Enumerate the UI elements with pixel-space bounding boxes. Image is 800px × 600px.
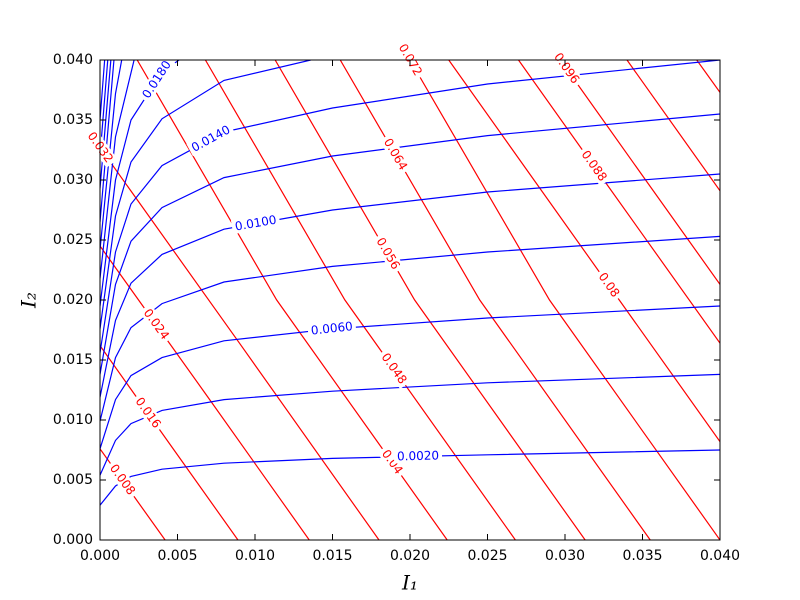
contour-line <box>448 60 720 442</box>
axes-frame <box>99 59 721 541</box>
y-tick-label: 0.040 <box>53 52 93 68</box>
contour-line <box>274 60 586 540</box>
contour-label-bg <box>393 448 443 464</box>
x-tick-label: 0.020 <box>390 548 430 564</box>
y-tick-label: 0.000 <box>53 532 93 548</box>
contour-label: 0.0060 <box>310 319 353 338</box>
contour-label-bg <box>137 55 176 104</box>
contour-line <box>626 60 720 192</box>
contour-line <box>100 60 115 223</box>
contour-label-bg <box>593 267 625 303</box>
y-axis-label: I₂ <box>17 292 41 309</box>
contour-line <box>100 60 135 279</box>
x-tick-label: 0.040 <box>700 548 740 564</box>
contour-label-bg <box>230 212 281 235</box>
contour-line <box>100 173 720 398</box>
contour-label-bg <box>307 318 357 338</box>
contour-line <box>100 60 311 329</box>
contour-label-bg <box>576 145 612 187</box>
contour-label-bg <box>372 232 405 275</box>
contour-label-bg <box>138 303 174 345</box>
y-tick-label: 0.015 <box>53 352 93 368</box>
contour-label-group: 0.0060 <box>307 318 357 338</box>
y-tick-label: 0.005 <box>53 472 93 488</box>
contour-line <box>100 245 310 540</box>
x-tick-label: 0.015 <box>312 548 352 564</box>
contour-line <box>100 147 380 540</box>
contour-label-bg <box>377 444 408 480</box>
contour-line <box>100 60 112 189</box>
x-tick-label: 0.005 <box>157 548 197 564</box>
contour-label-bg <box>186 121 236 157</box>
x-tick-label: 0.010 <box>235 548 275 564</box>
x-axis-label: I₁ <box>401 571 418 595</box>
contour-label-bg <box>130 392 166 434</box>
x-tick-label: 0.030 <box>545 548 585 564</box>
y-tick-label: 0.020 <box>53 292 93 308</box>
x-tick-label: 0.035 <box>622 548 662 564</box>
contour-label-bg <box>376 347 412 389</box>
contour-line <box>100 373 720 476</box>
contour-line <box>100 305 720 449</box>
contour-label-bg <box>105 459 141 501</box>
y-tick-label: 0.030 <box>53 172 93 188</box>
contour-label-group: 0.0020 <box>393 448 443 464</box>
x-tick-label: 0.000 <box>80 548 120 564</box>
contour-label-bg <box>379 133 412 176</box>
contour-line <box>204 60 516 540</box>
y-tick-label: 0.025 <box>53 232 93 248</box>
contour-line <box>100 345 239 540</box>
contour-line <box>100 60 106 121</box>
contour-label-bg <box>549 47 585 89</box>
contour-line <box>100 235 720 422</box>
x-tick-label: 0.025 <box>467 548 507 564</box>
y-tick-label: 0.010 <box>53 412 93 428</box>
y-tick-label: 0.035 <box>53 112 93 128</box>
contour-line <box>100 60 123 250</box>
contour-label: 0.0020 <box>397 448 439 463</box>
contour-line <box>100 113 720 375</box>
contour-line <box>696 60 720 93</box>
